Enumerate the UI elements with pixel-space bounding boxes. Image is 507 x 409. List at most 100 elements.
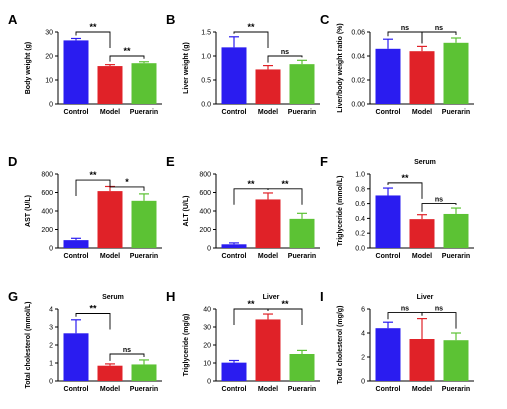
x-tick-label: Puerarin [130,109,158,116]
bar-model [97,365,123,381]
y-tick-label: 0.04 [351,54,365,61]
x-tick-label: Model [412,386,432,393]
y-tick-label: 20 [203,343,211,350]
significance-label: ns [281,49,289,56]
bar-puerarin [443,42,469,104]
y-tick-label: 400 [199,209,211,216]
panel-letter: D [8,154,17,169]
significance-label: ** [281,299,289,309]
bar-puerarin [289,218,315,248]
significance-bracket [75,179,111,197]
panel-letter: A [8,12,18,27]
bar-control [63,240,89,248]
y-axis-label: Liver weight (g) [183,42,190,94]
y-axis-label: Total cholesterol (mmol/L) [25,302,32,389]
significance-label: ns [123,347,131,354]
y-tick-label: 3 [49,325,53,332]
y-tick-label: 0 [49,246,53,253]
y-tick-label: 200 [199,227,211,234]
y-tick-label: 20 [45,54,53,61]
bar-puerarin [289,354,315,381]
significance-bracket [387,312,423,320]
panel-letter: C [320,12,330,27]
y-tick-label: 0.00 [351,102,365,109]
bar-model [409,51,435,104]
x-tick-label: Control [64,253,89,260]
x-tick-label: Puerarin [288,253,316,260]
bar-puerarin [443,213,469,248]
bar-puerarin [443,340,469,381]
significance-label: ns [435,25,443,32]
y-axis-label: Triglyceride (mg/g) [183,314,190,377]
y-tick-label: 800 [41,172,53,179]
significance-label: ns [401,25,409,32]
panel-letter: I [320,289,324,304]
significance-label: ns [401,306,409,313]
significance-bracket [109,353,145,361]
y-axis-label: ALT (U/L) [183,196,190,227]
x-tick-label: Puerarin [442,109,470,116]
bar-control [221,362,247,381]
bar-model [255,69,281,104]
significance-bracket [267,188,303,205]
bar-model [255,199,281,248]
bar-control [63,40,89,104]
y-tick-label: 1.0 [201,54,211,61]
y-tick-label: 200 [41,227,53,234]
significance-label: ** [281,179,289,189]
significance-label: ** [247,22,255,32]
bar-model [409,219,435,248]
significance-label: ** [247,299,255,309]
significance-label: ** [123,46,131,56]
bar-puerarin [131,63,157,104]
x-tick-label: Model [258,386,278,393]
bar-puerarin [289,64,315,104]
x-tick-label: Puerarin [442,386,470,393]
y-tick-label: 0.2 [355,231,365,238]
x-tick-label: Control [222,109,247,116]
x-tick-label: Control [376,109,401,116]
y-tick-label: 4 [49,307,53,314]
panel-letter: G [8,289,18,304]
panel-b: B Liver weight (g) 0.0 0.5 1.0 1.5 Control Mode… [166,12,320,116]
y-tick-label: 0.0 [201,102,211,109]
significance-label: ** [89,170,97,180]
panel-letter: F [320,154,328,169]
panel-letter: B [166,12,175,27]
bar-control [63,333,89,381]
x-tick-label: Model [258,109,278,116]
bar-control [375,195,401,248]
y-axis-label: Liver/body weight ratio (%) [337,23,344,112]
x-tick-label: Model [100,109,120,116]
bar-control [375,48,401,104]
x-tick-label: Model [412,109,432,116]
significance-bracket [421,31,457,44]
y-tick-label: 6 [361,307,365,314]
x-tick-label: Model [100,386,120,393]
significance-bracket [421,312,457,329]
panel-a: A Body weight (g) 0 10 20 30 Control Model Puera… [8,12,162,116]
y-tick-label: 0 [49,379,53,386]
significance-bracket [267,55,303,63]
x-tick-label: Control [222,386,247,393]
significance-label: ** [89,304,97,314]
y-tick-label: 0 [207,379,211,386]
significance-bracket [109,183,145,191]
panel-f: F Serum Triglyceride (mmol/L) 0.0 0.2 0.4 0.6 0… [320,154,474,260]
bar-model [255,319,281,381]
panel-d: D AST (U/L) 0 200 400 600 800 Control Model Puera… [8,154,162,260]
y-tick-label: 0.8 [355,186,365,193]
y-tick-label: 0.02 [351,78,365,85]
x-tick-label: Puerarin [442,253,470,260]
panel-c: C Liver/body weight ratio (%) 0.00 0.02 0.04… [320,12,474,116]
significance-label: ns [435,306,443,313]
y-tick-label: 1.0 [355,172,365,179]
bar-model [409,339,435,381]
y-axis-label: Total cholesterol (mg/g) [337,306,344,385]
bar-control [221,47,247,104]
bar-model [97,191,123,248]
bar-model [97,66,123,104]
y-axis-label: AST (U/L) [25,195,32,227]
panel-h: H Liver Triglyceride (mg/g) 0 10 20 30 40 Contro… [166,289,320,393]
